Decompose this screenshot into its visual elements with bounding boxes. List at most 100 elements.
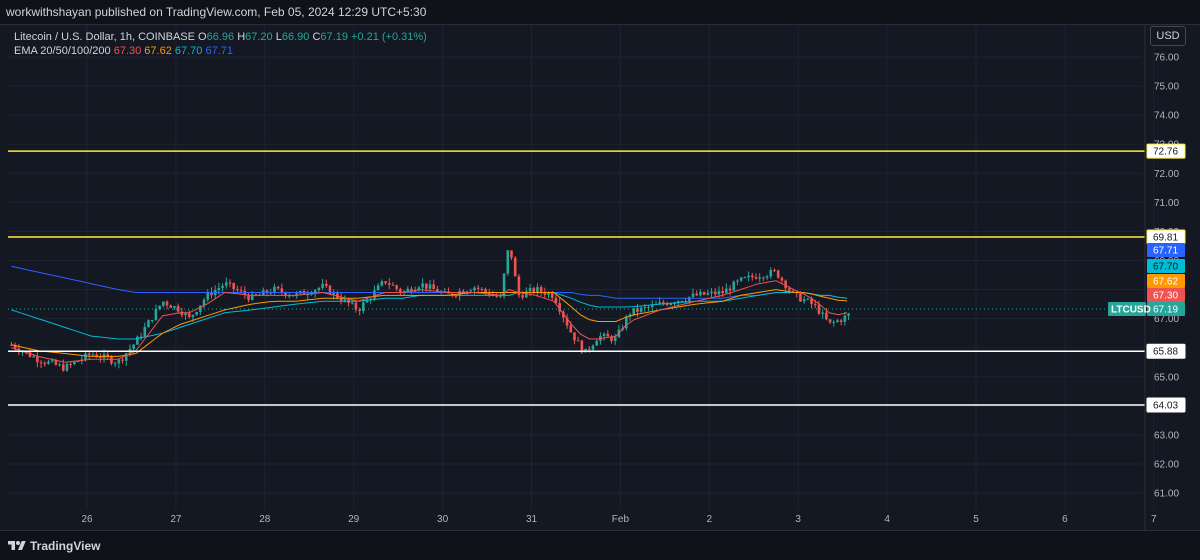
open-label: O xyxy=(198,31,207,43)
symbol-legend-row[interactable]: Litecoin / U.S. Dollar, 1h, COINBASE O66… xyxy=(14,30,427,44)
candle-body xyxy=(58,364,61,366)
candle-body xyxy=(773,270,776,272)
candle-body xyxy=(202,299,206,306)
candle-body xyxy=(61,364,65,371)
candle-body xyxy=(425,283,428,289)
candle-body xyxy=(269,292,273,294)
candle-body xyxy=(139,336,143,338)
candle-body xyxy=(76,361,80,363)
candle-body xyxy=(558,303,561,312)
candle-body xyxy=(350,302,354,304)
candle-body xyxy=(380,281,384,286)
ema-legend-row[interactable]: EMA 20/50/100/200 67.30 67.62 67.70 67.7… xyxy=(14,44,427,58)
header-bar: workwithshayan published on TradingView.… xyxy=(0,0,1200,25)
x-tick-label: Feb xyxy=(612,514,630,525)
candle-body xyxy=(436,289,439,293)
candle-body xyxy=(162,301,165,306)
candle-body xyxy=(184,313,187,315)
candle-body xyxy=(469,290,473,292)
candle-body xyxy=(476,287,480,289)
candle-body xyxy=(150,320,154,322)
price-badge-label: 67.62 xyxy=(1153,277,1178,288)
candle-body xyxy=(506,250,510,274)
candle-body xyxy=(417,287,421,290)
candle-body xyxy=(336,292,339,298)
candle-body xyxy=(821,312,824,314)
candle-body xyxy=(610,336,613,341)
candle-body xyxy=(813,304,817,306)
price-badge-bg xyxy=(1147,274,1185,288)
candle-body xyxy=(339,297,343,302)
candle-body xyxy=(536,287,539,293)
candle-body xyxy=(695,293,699,296)
candle-body xyxy=(839,320,843,322)
y-tick-label: 72.00 xyxy=(1154,169,1179,180)
ema200-value: 67.71 xyxy=(205,45,234,57)
candle-body xyxy=(47,361,50,364)
candle-body xyxy=(810,298,813,305)
x-tick-label: 29 xyxy=(348,514,360,525)
candle-body xyxy=(358,309,361,312)
candle-body xyxy=(284,292,287,296)
price-badge-bg xyxy=(1147,302,1185,316)
candle-body xyxy=(499,296,502,298)
candle-body xyxy=(165,301,169,306)
candle-body xyxy=(750,275,754,278)
candle-body xyxy=(384,281,387,284)
ema50-line xyxy=(11,289,848,357)
candle-body xyxy=(313,290,317,294)
symbol-title: Litecoin / U.S. Dollar, 1h, COINBASE xyxy=(14,31,195,43)
candle-body xyxy=(147,320,150,328)
candle-body xyxy=(480,288,484,290)
candle-body xyxy=(706,293,710,295)
chart-legend: Litecoin / U.S. Dollar, 1h, COINBASE O66… xyxy=(14,30,427,58)
candle-body xyxy=(187,313,191,318)
change-value: +0.21 (+0.31%) xyxy=(351,31,427,43)
candle-body xyxy=(50,360,54,362)
candle-body xyxy=(132,344,135,349)
candle-body xyxy=(136,336,139,345)
candle-body xyxy=(410,288,413,292)
y-tick-label: 61.00 xyxy=(1154,489,1179,500)
candle-body xyxy=(680,300,684,302)
candle-body xyxy=(602,333,606,336)
candle-body xyxy=(395,285,398,289)
candle-body xyxy=(676,300,680,304)
candle-body xyxy=(280,288,284,293)
currency-button[interactable]: USD xyxy=(1150,26,1186,46)
candle-body xyxy=(121,359,124,361)
candle-body xyxy=(343,299,347,302)
candle-body xyxy=(702,291,706,295)
candle-body xyxy=(117,359,121,364)
candle-body xyxy=(732,281,736,291)
candle-body xyxy=(628,314,632,317)
y-tick-label: 76.00 xyxy=(1154,53,1179,64)
high-label: H xyxy=(237,31,246,43)
candle-body xyxy=(324,283,328,286)
candle-body xyxy=(487,292,491,296)
price-badge-label: 67.30 xyxy=(1153,291,1178,302)
candle-body xyxy=(143,327,147,337)
candle-body xyxy=(547,293,550,295)
candle-body xyxy=(532,288,536,293)
candle-body xyxy=(276,286,280,289)
candle-body xyxy=(747,275,750,278)
candle-body xyxy=(365,299,369,303)
candle-body xyxy=(73,361,76,365)
candle-body xyxy=(673,303,676,305)
ema-label: EMA 20/50/100/200 xyxy=(14,45,111,57)
candle-body xyxy=(306,294,310,296)
candle-body xyxy=(428,284,432,289)
y-tick-label: 74.00 xyxy=(1154,111,1179,122)
candle-body xyxy=(791,290,795,292)
level-badge-label: 72.76 xyxy=(1153,147,1178,158)
candle-body xyxy=(206,291,210,300)
candle-body xyxy=(69,364,73,366)
ema50-value: 67.62 xyxy=(144,45,172,57)
tradingview-logo-icon[interactable] xyxy=(8,539,26,553)
x-tick-label: 6 xyxy=(1062,514,1068,525)
candle-body xyxy=(221,285,224,288)
candle-body xyxy=(799,293,802,302)
candle-body xyxy=(587,348,591,350)
